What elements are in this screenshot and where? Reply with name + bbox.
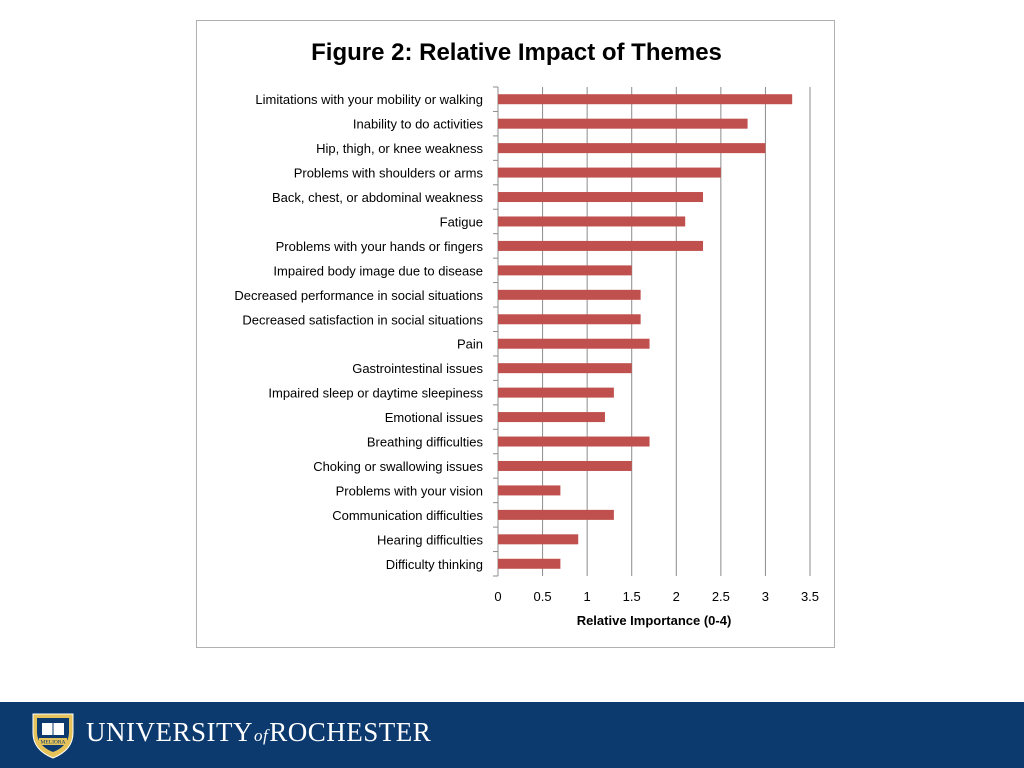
x-tick-label: 2 [673, 589, 680, 604]
bar [498, 216, 686, 227]
x-tick-label: 3 [762, 589, 769, 604]
bar [498, 118, 748, 129]
footer-bar: MELIORA UNIVERSITYofROCHESTER [0, 702, 1024, 768]
bar [498, 485, 561, 496]
category-label: Hearing difficulties [377, 532, 483, 547]
bar [498, 509, 614, 520]
bar [498, 167, 721, 178]
category-label: Emotional issues [385, 410, 484, 425]
category-label: Problems with your vision [336, 483, 483, 498]
wordmark-rochester: ROCHESTER [269, 717, 432, 747]
category-label: Decreased performance in social situatio… [234, 288, 483, 303]
x-tick-label: 0.5 [534, 589, 552, 604]
category-label: Inability to do activities [353, 117, 484, 132]
category-label: Limitations with your mobility or walkin… [255, 92, 483, 107]
category-label: Back, chest, or abdominal weakness [272, 190, 483, 205]
bar [498, 558, 561, 569]
x-tick-label: 3.5 [801, 589, 819, 604]
category-label: Difficulty thinking [386, 557, 483, 572]
bar [498, 436, 650, 447]
category-label: Choking or swallowing issues [313, 459, 483, 474]
university-seal-icon: MELIORA [30, 711, 76, 759]
category-label: Decreased satisfaction in social situati… [242, 312, 483, 327]
category-label: Impaired body image due to disease [273, 263, 483, 278]
university-wordmark: UNIVERSITYofROCHESTER [86, 717, 431, 748]
bar [498, 534, 579, 545]
chart-frame: Figure 2: Relative Impact of Themes 0 0.5 1… [196, 20, 835, 648]
bar-chart: Figure 2: Relative Impact of Themes 0 0.5 1… [234, 39, 819, 628]
bar [498, 387, 614, 398]
bar [498, 143, 766, 154]
category-label: Problems with your hands or fingers [276, 239, 484, 254]
wordmark-university: UNIVERSITY [86, 717, 253, 747]
bar [498, 460, 632, 471]
category-label: Pain [457, 337, 483, 352]
x-tick-label: 2.5 [712, 589, 730, 604]
bar [498, 265, 632, 276]
category-label: Breathing difficulties [367, 435, 484, 450]
bar [498, 240, 704, 251]
bar [498, 338, 650, 349]
x-tick-label: 1.5 [623, 589, 641, 604]
category-label: Problems with shoulders or arms [294, 166, 484, 181]
svg-text:MELIORA: MELIORA [40, 740, 65, 746]
bar [498, 412, 605, 423]
bar [498, 94, 793, 105]
x-tick-label: 1 [584, 589, 591, 604]
bar [498, 363, 632, 374]
category-label: Communication difficulties [332, 508, 483, 523]
x-tick-label: 0 [494, 589, 501, 604]
category-label: Gastrointestinal issues [352, 361, 483, 376]
category-label: Impaired sleep or daytime sleepiness [268, 386, 483, 401]
wordmark-of: of [254, 726, 269, 745]
bar [498, 289, 641, 300]
category-label: Fatigue [440, 214, 483, 229]
x-axis-label: Relative Importance (0-4) [577, 613, 732, 628]
bar [498, 314, 641, 325]
chart-title: Figure 2: Relative Impact of Themes [311, 39, 722, 66]
category-label: Hip, thigh, or knee weakness [316, 141, 483, 156]
bar [498, 192, 704, 203]
